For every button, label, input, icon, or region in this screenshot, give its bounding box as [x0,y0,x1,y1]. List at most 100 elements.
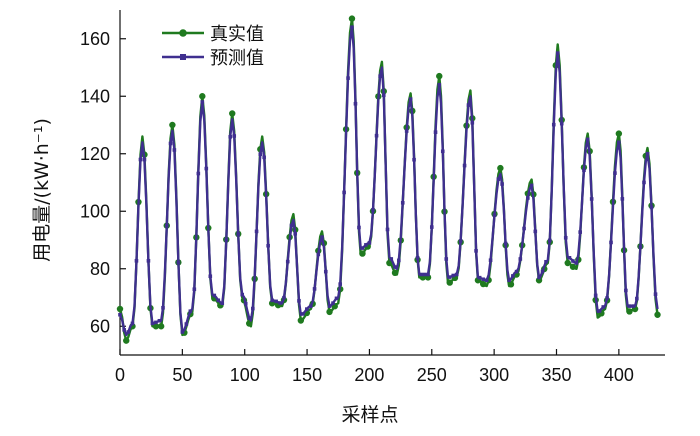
data-point [184,322,189,326]
data-point [118,312,122,317]
data-point [169,121,176,129]
data-point [204,166,209,171]
data-point [229,110,236,117]
data-point [236,232,241,236]
data-point [555,51,560,55]
data-point [164,223,169,228]
data-point [422,272,427,277]
data-point [251,306,255,311]
x-tick-label: 350 [541,365,571,385]
data-point [240,292,245,297]
data-point [381,93,386,98]
data-point [444,257,449,261]
x-tick-label: 200 [354,365,384,385]
data-point [429,225,434,229]
data-point [327,304,332,308]
data-point [122,328,126,332]
data-point [146,258,151,263]
data-point [624,288,628,293]
data-point [507,281,515,288]
data-point [350,25,354,30]
data-point [371,208,375,212]
data-point [533,229,538,234]
data-point [496,177,501,181]
data-point [601,305,606,309]
legend-marker [179,29,187,37]
data-point [503,241,508,246]
y-ticks: 60 80 100 120 140 160 [80,29,126,336]
data-point [246,320,253,327]
data-point [529,183,534,188]
data-point [331,301,335,305]
data-point [270,298,274,303]
data-point [500,182,504,186]
y-tick-label: 60 [90,316,110,336]
data-point [150,321,155,326]
data-point [123,337,130,344]
data-point [477,275,482,280]
data-point [278,301,282,305]
data-point [326,308,333,316]
data-point [537,275,541,280]
data-point [631,304,635,308]
data-point [200,100,205,104]
data-point [199,93,206,100]
data-point [454,272,459,277]
data-point [247,316,252,320]
x-tick-label: 250 [417,365,447,385]
data-point [484,278,489,283]
data-point [262,155,266,160]
legend-label: 预测值 [210,48,264,69]
data-point [589,197,594,201]
data-point [617,140,621,145]
data-point [353,101,358,106]
x-tick-label: 150 [292,365,322,385]
data-point [374,133,379,138]
series-predicted [118,25,659,337]
data-point [285,259,290,264]
data-point [404,129,409,133]
data-point [635,296,639,301]
data-point [357,225,361,230]
data-point [574,261,579,265]
data-point [320,235,324,239]
data-point [142,157,147,162]
data-point [400,201,405,205]
data-point [645,151,650,156]
data-point [563,235,568,240]
data-point [609,240,613,245]
data-point [437,82,442,87]
data-point [451,273,456,278]
data-point [551,122,556,127]
data-point [649,205,654,210]
x-tick-label: 400 [604,365,634,385]
data-point [188,309,193,313]
data-point [518,257,523,261]
data-point [258,152,263,156]
series-line [118,26,659,337]
y-tick-label: 120 [80,144,110,164]
data-point [228,135,233,139]
data-point [323,269,328,274]
data-point [470,120,475,125]
data-point [567,255,572,260]
data-point [220,301,225,306]
data-point [196,171,201,176]
data-point [305,307,309,311]
data-point [466,103,471,107]
data-point [419,272,423,277]
data-point [266,243,270,248]
data-point [458,239,463,243]
x-tick-label: 0 [115,365,125,385]
data-point [393,265,397,269]
data-point [620,197,625,201]
data-point [274,299,278,304]
data-point [474,249,478,253]
data-point [301,312,305,316]
data-point [348,15,356,22]
data-point [312,287,317,291]
data-point [130,321,135,326]
x-axis-title: 采样点 [341,404,398,426]
data-point [116,305,124,313]
